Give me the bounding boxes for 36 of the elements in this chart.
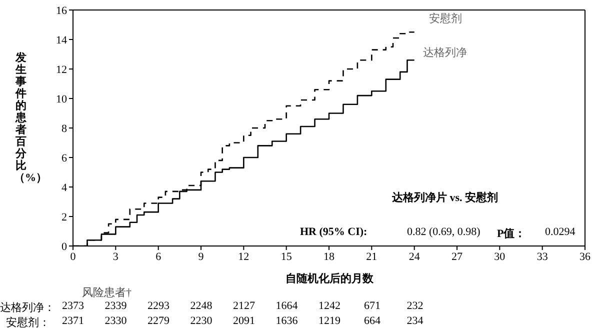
y-tick-label: 0 <box>62 240 68 253</box>
series-label: 达格列净 <box>423 46 467 60</box>
x-tick-label: 36 <box>580 250 591 263</box>
annotation: 0.82 (0.69, 0.98) <box>407 226 480 238</box>
x-tick-label: 6 <box>156 250 162 263</box>
y-tick-label: 12 <box>56 64 67 76</box>
y-tick-label: 10 <box>56 93 68 106</box>
x-tick-label: 18 <box>324 250 335 263</box>
x-tick-label: 0 <box>70 250 76 263</box>
y-tick-label: 4 <box>62 182 68 194</box>
annotation: 0.0294 <box>545 226 576 238</box>
x-axis-title: 自随机化后的月数 <box>284 272 374 286</box>
x-tick-label: 27 <box>452 250 463 263</box>
annotation: 达格列净片 vs. 安慰剂 <box>390 190 500 205</box>
x-tick-label: 12 <box>238 250 250 263</box>
y-tick-label: 8 <box>62 122 68 135</box>
y-tick-label: 2 <box>62 211 67 224</box>
x-tick-label: 24 <box>408 250 420 263</box>
annotation: HR (95% CI): <box>300 226 368 238</box>
x-tick-label: 9 <box>198 250 204 263</box>
text: 安慰剂： <box>5 316 50 330</box>
y-tick-label: 6 <box>62 152 68 164</box>
y-tick-label: 14 <box>56 34 68 46</box>
x-tick-label: 15 <box>280 250 292 263</box>
x-tick-label: 3 <box>112 250 119 263</box>
x-tick-label: 30 <box>494 250 506 263</box>
x-tick-label: 33 <box>536 250 548 263</box>
annotation: P值： <box>497 227 526 241</box>
text: 风险患者† <box>82 286 132 300</box>
text: 达格列净： <box>0 301 55 315</box>
y-tick-label: 16 <box>56 4 68 17</box>
x-tick-label: 21 <box>366 250 378 263</box>
series-label: 安慰剂 <box>429 12 462 26</box>
text: 2371 2330 2279 2230 2091 1636 1219 664 234 <box>62 315 424 327</box>
text: 发生事件的患者百分比（%） <box>14 52 47 184</box>
text: 2373 2339 2293 2248 2127 1664 1242 671 232 <box>62 300 424 312</box>
